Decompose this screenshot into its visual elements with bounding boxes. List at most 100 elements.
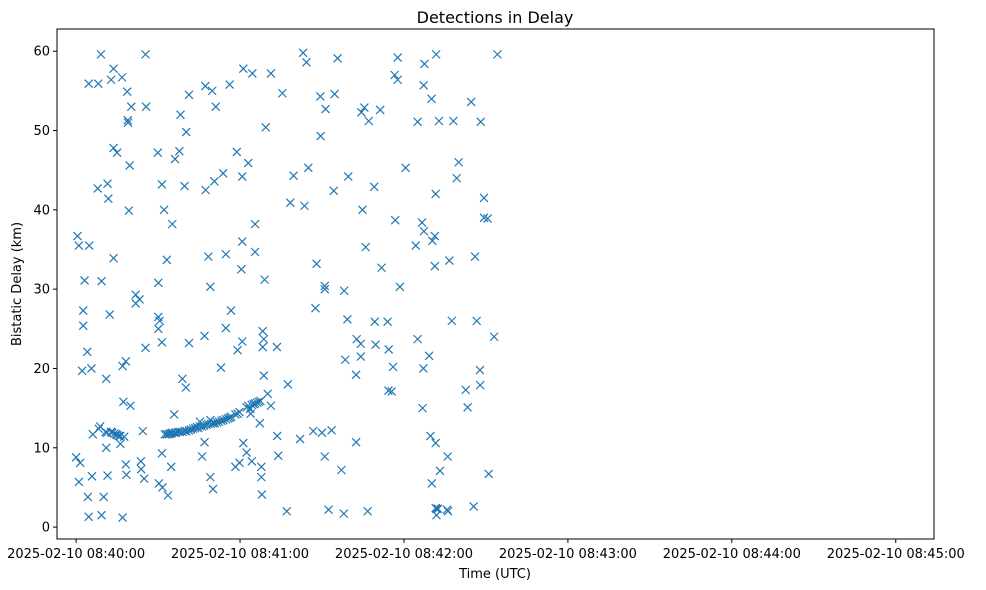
data-point bbox=[260, 275, 270, 285]
y-tick-label: 10 bbox=[33, 441, 50, 456]
data-point bbox=[431, 189, 441, 199]
data-point bbox=[277, 88, 287, 98]
data-point bbox=[232, 147, 242, 157]
x-axis-label: Time (UTC) bbox=[458, 567, 531, 582]
data-point bbox=[93, 79, 103, 89]
data-point bbox=[211, 102, 221, 112]
data-point bbox=[384, 345, 394, 354]
data-point bbox=[356, 352, 366, 361]
data-point bbox=[411, 241, 421, 250]
data-point bbox=[176, 110, 185, 120]
data-point bbox=[272, 342, 282, 352]
data-point bbox=[443, 452, 453, 461]
data-point bbox=[117, 72, 127, 82]
data-point bbox=[259, 371, 269, 381]
data-point bbox=[141, 49, 150, 59]
data-point bbox=[153, 148, 163, 158]
data-point bbox=[123, 115, 133, 125]
data-point bbox=[308, 426, 318, 436]
data-point bbox=[197, 452, 207, 461]
data-point bbox=[141, 343, 150, 353]
data-point bbox=[413, 334, 423, 344]
data-point bbox=[435, 466, 445, 476]
data-point bbox=[101, 374, 111, 384]
data-point bbox=[139, 474, 149, 484]
data-point bbox=[283, 379, 293, 389]
data-point bbox=[257, 490, 267, 500]
data-point bbox=[184, 338, 194, 348]
data-point bbox=[282, 506, 292, 516]
data-point bbox=[475, 365, 485, 375]
data-point bbox=[256, 472, 266, 482]
data-point bbox=[118, 513, 127, 523]
data-point bbox=[125, 160, 135, 170]
data-point bbox=[94, 424, 104, 434]
data-point bbox=[109, 64, 118, 74]
data-point bbox=[340, 355, 350, 365]
y-tick-label: 40 bbox=[33, 203, 50, 218]
x-tick-label: 2025-02-10 08:42:00 bbox=[335, 547, 473, 562]
data-point bbox=[303, 163, 313, 173]
data-point bbox=[250, 219, 260, 229]
data-point bbox=[426, 431, 435, 441]
data-point bbox=[427, 236, 437, 246]
data-point bbox=[250, 247, 260, 257]
data-point bbox=[266, 68, 276, 78]
data-point bbox=[324, 505, 333, 515]
data-point bbox=[126, 102, 136, 112]
data-point bbox=[320, 452, 330, 461]
data-point bbox=[375, 105, 385, 115]
data-point bbox=[420, 59, 429, 69]
data-point bbox=[424, 351, 434, 361]
data-point bbox=[443, 506, 453, 516]
data-point bbox=[122, 87, 132, 97]
data-point bbox=[136, 456, 146, 466]
data-point bbox=[180, 181, 190, 191]
data-point bbox=[118, 397, 128, 407]
data-point bbox=[190, 423, 200, 433]
data-point bbox=[395, 282, 405, 292]
data-point bbox=[472, 316, 482, 326]
data-point bbox=[159, 205, 169, 215]
data-point bbox=[418, 403, 427, 413]
data-point bbox=[74, 241, 84, 250]
data-point bbox=[444, 256, 454, 266]
x-tick-label: 2025-02-10 08:44:00 bbox=[663, 547, 801, 562]
data-point bbox=[237, 172, 247, 181]
data-point bbox=[74, 477, 84, 487]
data-point bbox=[431, 49, 441, 59]
data-point bbox=[371, 340, 380, 350]
data-point bbox=[97, 510, 106, 520]
data-point bbox=[226, 306, 236, 315]
data-point bbox=[339, 509, 349, 519]
data-point bbox=[449, 116, 458, 126]
data-point bbox=[157, 180, 167, 189]
data-point bbox=[320, 284, 330, 294]
data-point bbox=[431, 438, 441, 448]
y-tick-label: 50 bbox=[33, 124, 50, 139]
data-point bbox=[75, 458, 85, 468]
data-point bbox=[351, 370, 361, 380]
data-point bbox=[221, 323, 231, 333]
data-point bbox=[330, 89, 340, 99]
data-point bbox=[103, 179, 112, 189]
data-point bbox=[84, 79, 94, 89]
data-point bbox=[383, 317, 393, 327]
data-point bbox=[218, 415, 228, 425]
data-point bbox=[121, 470, 131, 480]
data-point bbox=[370, 317, 380, 327]
data-point bbox=[476, 117, 486, 127]
data-point bbox=[469, 502, 479, 511]
data-point bbox=[466, 97, 476, 107]
data-point bbox=[475, 380, 485, 390]
data-point bbox=[216, 363, 226, 373]
data-point bbox=[101, 443, 111, 453]
data-point bbox=[167, 219, 177, 229]
data-point bbox=[121, 356, 131, 366]
data-point bbox=[121, 460, 131, 469]
data-point bbox=[73, 231, 82, 241]
data-point bbox=[401, 163, 411, 173]
data-point bbox=[181, 383, 191, 392]
data-point bbox=[84, 241, 94, 250]
data-point bbox=[315, 91, 325, 101]
